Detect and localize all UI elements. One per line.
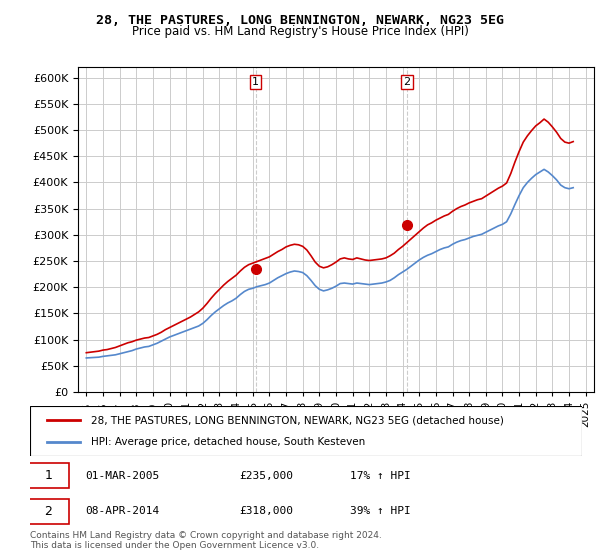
Text: 1: 1 bbox=[44, 469, 52, 482]
FancyBboxPatch shape bbox=[30, 406, 582, 456]
Text: 28, THE PASTURES, LONG BENNINGTON, NEWARK, NG23 5EG (detached house): 28, THE PASTURES, LONG BENNINGTON, NEWAR… bbox=[91, 415, 503, 425]
Text: £235,000: £235,000 bbox=[240, 470, 294, 480]
Text: Price paid vs. HM Land Registry's House Price Index (HPI): Price paid vs. HM Land Registry's House … bbox=[131, 25, 469, 38]
FancyBboxPatch shape bbox=[27, 499, 68, 524]
Text: 39% ↑ HPI: 39% ↑ HPI bbox=[350, 506, 411, 516]
Text: Contains HM Land Registry data © Crown copyright and database right 2024.
This d: Contains HM Land Registry data © Crown c… bbox=[30, 531, 382, 550]
Text: HPI: Average price, detached house, South Kesteven: HPI: Average price, detached house, Sout… bbox=[91, 437, 365, 447]
Text: 08-APR-2014: 08-APR-2014 bbox=[85, 506, 160, 516]
Text: £318,000: £318,000 bbox=[240, 506, 294, 516]
Text: 1: 1 bbox=[252, 77, 259, 87]
Text: 17% ↑ HPI: 17% ↑ HPI bbox=[350, 470, 411, 480]
Text: 2: 2 bbox=[404, 77, 410, 87]
Text: 2: 2 bbox=[44, 505, 52, 518]
FancyBboxPatch shape bbox=[27, 463, 68, 488]
Text: 28, THE PASTURES, LONG BENNINGTON, NEWARK, NG23 5EG: 28, THE PASTURES, LONG BENNINGTON, NEWAR… bbox=[96, 14, 504, 27]
Text: 01-MAR-2005: 01-MAR-2005 bbox=[85, 470, 160, 480]
